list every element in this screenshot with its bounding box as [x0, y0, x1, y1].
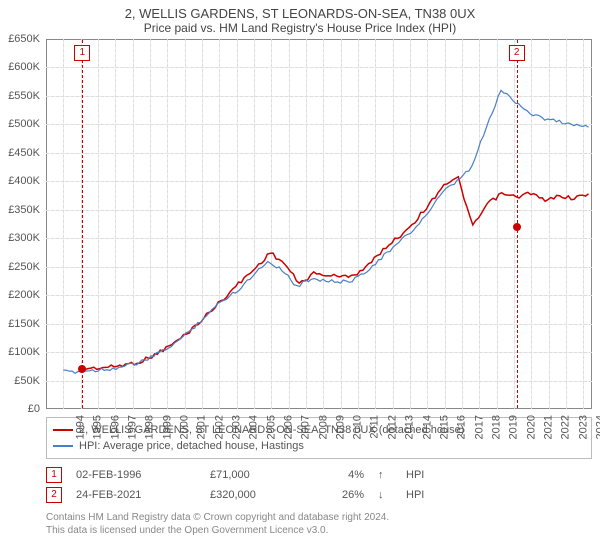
x-tick-label: 2009 [334, 415, 346, 439]
x-tick-label: 2008 [317, 415, 329, 439]
x-tick-label: 2016 [456, 415, 468, 439]
sale-arrow-2: ↓ [378, 485, 392, 505]
legend-swatch-hpi [53, 445, 73, 447]
sale-marker-line-1 [82, 40, 83, 408]
x-tick-label: 2015 [438, 415, 450, 439]
x-tick-label: 2023 [577, 415, 589, 439]
legend-item-hpi: HPI: Average price, detached house, Hast… [53, 438, 585, 454]
sale-date-1: 02-FEB-1996 [76, 465, 196, 485]
x-tick-label: 2013 [404, 415, 416, 439]
y-tick-label: £50K [0, 375, 40, 387]
x-tick-label: 1998 [144, 415, 156, 439]
x-tick-label: 2004 [248, 415, 260, 439]
y-tick-label: £200K [0, 289, 40, 301]
sale-marker-box-on-chart-2: 2 [509, 45, 525, 61]
x-tick-label: 2001 [196, 415, 208, 439]
x-tick-label: 1994 [74, 415, 86, 439]
y-tick-label: £650K [0, 33, 40, 45]
x-tick-label: 2000 [178, 415, 190, 439]
x-tick-label: 1999 [161, 415, 173, 439]
sale-pct-2: 26% [314, 485, 364, 505]
x-tick-label: 2024 [594, 415, 600, 439]
sale-price-2: £320,000 [210, 485, 300, 505]
legend-swatch-property [53, 429, 73, 431]
sale-pct-1: 4% [314, 465, 364, 485]
sale-hpi-2: HPI [406, 485, 446, 505]
sale-price-1: £71,000 [210, 465, 300, 485]
series-hpi [63, 90, 588, 373]
footer-line1: Contains HM Land Registry data © Crown c… [46, 511, 592, 524]
plot-area: £0£50K£100K£150K£200K£250K£300K£350K£400… [46, 39, 592, 409]
sale-arrow-1: ↑ [378, 465, 392, 485]
x-tick-label: 2012 [386, 415, 398, 439]
y-tick-label: £400K [0, 175, 40, 187]
sale-marker-box-1: 1 [46, 467, 62, 483]
x-tick-label: 2005 [265, 415, 277, 439]
series-svg [46, 39, 592, 409]
chart-container: 2, WELLIS GARDENS, ST LEONARDS-ON-SEA, T… [0, 0, 600, 560]
sale-dot-1 [78, 365, 86, 373]
x-tick-label: 2022 [560, 415, 572, 439]
sale-marker-box-on-chart-1: 1 [74, 45, 90, 61]
series-property [82, 177, 588, 370]
y-tick-label: £450K [0, 147, 40, 159]
x-tick-label: 1995 [92, 415, 104, 439]
x-tick-label: 1997 [126, 415, 138, 439]
x-tick-label: 2003 [230, 415, 242, 439]
sales-table: 1 02-FEB-1996 £71,000 4% ↑ HPI 2 24-FEB-… [46, 465, 592, 505]
x-tick-label: 2018 [490, 415, 502, 439]
y-tick-label: £500K [0, 118, 40, 130]
x-tick-label: 1996 [109, 415, 121, 439]
x-tick-label: 2011 [368, 415, 380, 439]
sale-dot-2 [513, 223, 521, 231]
sales-row-1: 1 02-FEB-1996 £71,000 4% ↑ HPI [46, 465, 592, 485]
x-tick-label: 2021 [542, 415, 554, 439]
y-tick-label: £250K [0, 261, 40, 273]
x-tick-label: 2014 [421, 415, 433, 439]
x-tick-label: 2017 [473, 415, 485, 439]
x-tick-label: 2002 [213, 415, 225, 439]
chart-title-line2: Price paid vs. HM Land Registry's House … [8, 21, 592, 35]
sale-date-2: 24-FEB-2021 [76, 485, 196, 505]
y-tick-label: £600K [0, 61, 40, 73]
x-tick-label: 2006 [282, 415, 294, 439]
x-tick-label: 2019 [508, 415, 520, 439]
sale-marker-box-2: 2 [46, 487, 62, 503]
y-tick-label: £100K [0, 346, 40, 358]
y-tick-label: £550K [0, 90, 40, 102]
y-tick-label: £150K [0, 318, 40, 330]
legend-label-hpi: HPI: Average price, detached house, Hast… [79, 438, 304, 454]
x-tick-label: 2010 [352, 415, 364, 439]
y-tick-label: £300K [0, 232, 40, 244]
sales-row-2: 2 24-FEB-2021 £320,000 26% ↓ HPI [46, 485, 592, 505]
y-tick-label: £0 [0, 403, 40, 415]
sale-hpi-1: HPI [406, 465, 446, 485]
y-tick-label: £350K [0, 204, 40, 216]
x-tick-label: 2007 [300, 415, 312, 439]
x-tick-label: 2020 [525, 415, 537, 439]
chart-title-line1: 2, WELLIS GARDENS, ST LEONARDS-ON-SEA, T… [8, 6, 592, 21]
footer-line2: This data is licensed under the Open Gov… [46, 524, 592, 537]
footer-note: Contains HM Land Registry data © Crown c… [46, 511, 592, 537]
